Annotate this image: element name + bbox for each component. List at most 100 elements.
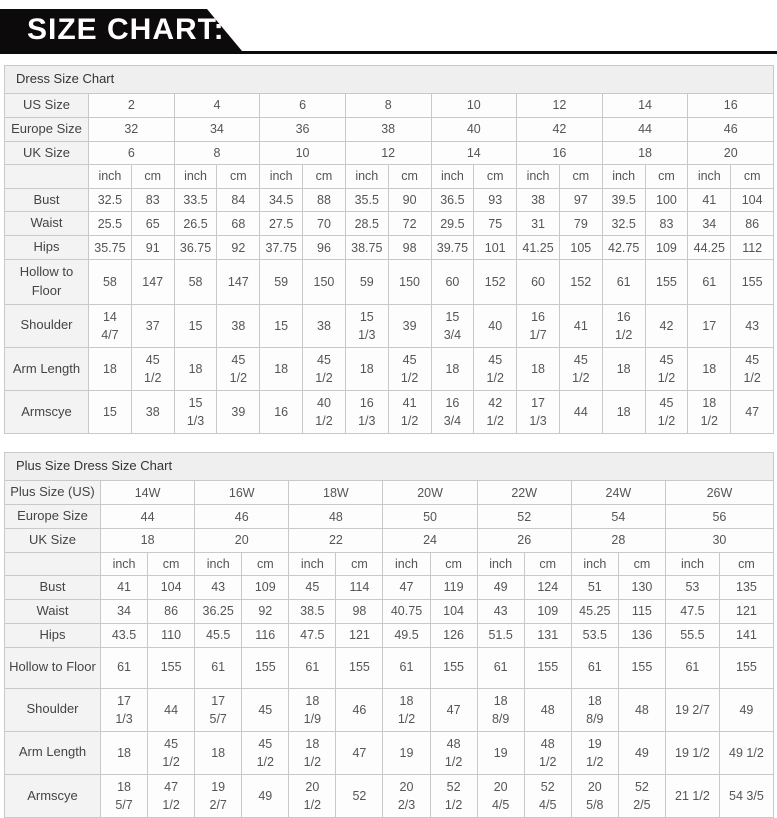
- size-cell: 20: [194, 528, 290, 553]
- size-tables-container: Dress Size Chart US Size 2 4 6 8 10 12 14 16 Europ…: [0, 65, 777, 818]
- row-label: Arm Length: [4, 730, 101, 776]
- banner-title: SIZE CHART:: [27, 13, 225, 46]
- measure-cell: 61: [288, 646, 337, 689]
- measure-cell: 109: [523, 598, 572, 624]
- measure-cell: 101: [473, 235, 518, 261]
- table-title-row: Dress Size Chart: [3, 65, 775, 94]
- banner-black-shape: SIZE CHART:: [0, 9, 242, 51]
- measure-cell: 20 5/8: [570, 773, 619, 818]
- measure-cell: 19 1/2: [664, 730, 720, 776]
- plus-size-table: Plus Size Dress Size Chart Plus Size (US)…: [4, 452, 774, 818]
- measure-cell: 52: [335, 773, 384, 818]
- size-cell: 6: [259, 92, 346, 118]
- size-cell: 8: [344, 92, 432, 118]
- measure-cell: 61: [476, 646, 525, 689]
- measure-cell: 47: [730, 390, 775, 435]
- table-row: Plus Size (US) 14W 16W 18W 20W 22W 24W 26W: [4, 480, 774, 506]
- measure-cell: 19 1/2: [570, 730, 619, 776]
- table-title: Dress Size Chart: [3, 65, 775, 94]
- unit-cell: cm: [147, 551, 196, 576]
- size-cell: 4: [173, 92, 261, 118]
- unit-cell: inch: [194, 551, 243, 576]
- measure-cell: 43: [194, 574, 243, 600]
- measure-cell: 98: [335, 598, 384, 624]
- measure-cell: 38: [130, 390, 175, 435]
- measure-cell: 47.5: [288, 622, 337, 648]
- measure-cell: 96: [302, 235, 346, 261]
- table-row: Shoulder 14 4/7 37 15 38 15 38 15 1/3 39 15 3/4 40…: [4, 303, 775, 348]
- size-cell: 14: [601, 92, 689, 118]
- measure-cell: 35.75: [88, 235, 132, 261]
- measure-cell: 155: [730, 259, 775, 305]
- measure-cell: 18: [88, 346, 132, 392]
- unit-cell: inch: [88, 164, 132, 189]
- size-cell: 20: [687, 140, 775, 166]
- measure-cell: 155: [429, 646, 478, 689]
- measure-cell: 16 3/4: [430, 390, 475, 435]
- size-cell: 6: [88, 140, 175, 166]
- measure-cell: 18: [99, 730, 149, 776]
- measure-cell: 20 2/3: [382, 773, 431, 818]
- measure-cell: 155: [617, 646, 666, 689]
- measure-cell: 14 4/7: [88, 303, 132, 348]
- measure-cell: 47: [382, 574, 431, 600]
- size-cell: 28: [570, 528, 666, 553]
- measure-cell: 55.5: [664, 622, 720, 648]
- unit-cell: cm: [216, 164, 261, 189]
- measure-cell: 45 1/2: [302, 346, 346, 392]
- measure-cell: 15: [173, 303, 218, 348]
- measure-cell: 41 1/2: [387, 390, 432, 435]
- measure-cell: 147: [130, 259, 175, 305]
- measure-cell: 61: [601, 259, 646, 305]
- unit-cell: cm: [617, 551, 666, 576]
- table-row: UK Size 18 20 22 24 26 28 30: [4, 528, 774, 553]
- measure-cell: 61: [382, 646, 431, 689]
- size-cell: 48: [288, 504, 384, 529]
- dress-size-table: Dress Size Chart US Size 2 4 6 8 10 12 14 16 Europ…: [3, 65, 775, 435]
- table-title-row: Plus Size Dress Size Chart: [4, 452, 774, 482]
- row-label: UK Size: [4, 140, 89, 166]
- measure-cell: 61: [99, 646, 149, 689]
- measure-cell: 18 1/9: [288, 687, 337, 732]
- measure-cell: 28.5: [344, 211, 389, 237]
- measure-cell: 46: [335, 687, 384, 732]
- measure-cell: 45: [241, 687, 290, 732]
- measure-cell: 18: [601, 346, 646, 392]
- measure-cell: 45 1/2: [644, 390, 689, 435]
- table-title: Plus Size Dress Size Chart: [4, 452, 774, 482]
- size-cell: 16: [516, 140, 603, 166]
- measure-cell: 38: [302, 303, 346, 348]
- banner-underline: [0, 51, 777, 54]
- measure-cell: 92: [241, 598, 290, 624]
- unit-header-row: inch cm inch cm inch cm inch cm inch cm inch cm inch…: [4, 551, 774, 576]
- measure-cell: 49: [476, 574, 525, 600]
- measure-cell: 51: [570, 574, 619, 600]
- measure-cell: 18: [173, 346, 218, 392]
- size-cell: 8: [173, 140, 261, 166]
- measure-cell: 97: [558, 187, 603, 213]
- measure-cell: 48 1/2: [429, 730, 478, 776]
- measure-cell: 155: [523, 646, 572, 689]
- size-cell: 56: [664, 504, 774, 529]
- size-cell: 12: [344, 140, 432, 166]
- measure-cell: 19: [476, 730, 525, 776]
- row-label: Waist: [4, 598, 101, 624]
- size-cell: 18: [601, 140, 689, 166]
- measure-cell: 18 1/2: [687, 390, 732, 435]
- measure-cell: 119: [429, 574, 478, 600]
- row-label: UK Size: [4, 528, 101, 553]
- measure-cell: 88: [302, 187, 346, 213]
- measure-cell: 61: [570, 646, 619, 689]
- measure-cell: 18: [259, 346, 304, 392]
- measure-cell: 18: [687, 346, 732, 392]
- measure-cell: 155: [335, 646, 384, 689]
- measure-cell: 53.5: [570, 622, 619, 648]
- measure-cell: 130: [617, 574, 666, 600]
- measure-cell: 32.5: [601, 211, 646, 237]
- unit-cell: cm: [718, 551, 774, 576]
- size-chart-banner: SIZE CHART:: [0, 9, 777, 54]
- measure-cell: 155: [147, 646, 196, 689]
- row-label: Plus Size (US): [4, 480, 101, 506]
- size-cell: 52: [476, 504, 572, 529]
- measure-cell: 41: [99, 574, 149, 600]
